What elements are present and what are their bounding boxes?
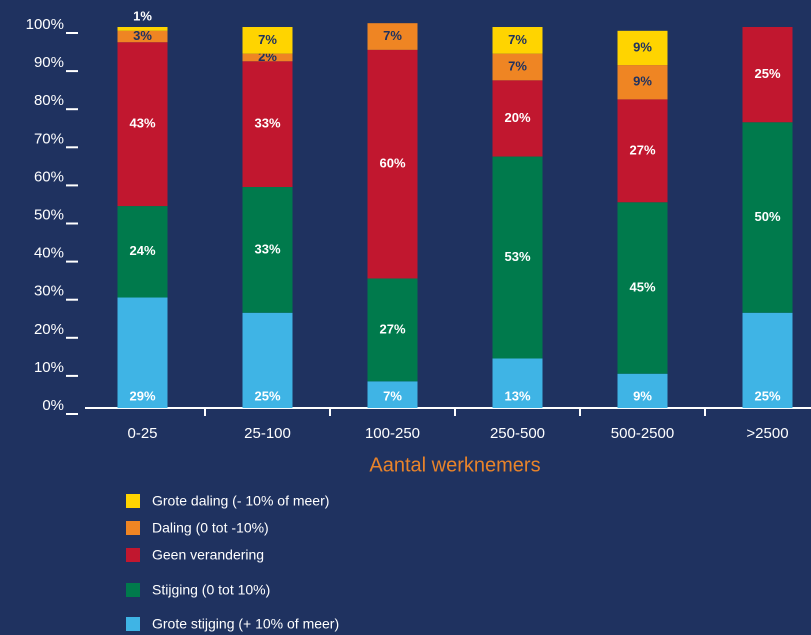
bar-segment [117, 42, 168, 207]
bar-segment [617, 99, 668, 203]
value-label: 7% [508, 58, 527, 73]
x-tick-label: 500-2500 [611, 425, 674, 442]
x-tick-label: 250-500 [490, 425, 545, 442]
legend-label: Grote daling (- 10% of meer) [152, 493, 329, 509]
value-label: 25% [754, 388, 780, 403]
value-label: 25% [254, 388, 280, 403]
value-label: 53% [504, 249, 530, 264]
value-label: 50% [754, 209, 780, 224]
bar-segment [742, 27, 793, 123]
bar-segment [242, 27, 293, 54]
x-tick-label: 0-25 [127, 425, 157, 442]
value-label: 9% [633, 388, 652, 403]
legend-swatch [126, 521, 140, 535]
value-label: 24% [129, 243, 155, 258]
value-label: 9% [633, 39, 652, 54]
bar-segment [492, 53, 543, 81]
y-tick-label: 50% [34, 206, 64, 223]
y-tick-label: 60% [34, 168, 64, 185]
y-tick-label: 40% [34, 245, 64, 262]
y-tick-label: 0% [42, 397, 64, 414]
value-label: 9% [633, 74, 652, 89]
value-label: 29% [129, 388, 155, 403]
bar-segment [242, 61, 293, 188]
value-label: 27% [629, 142, 655, 157]
x-tick-label: 25-100 [244, 425, 291, 442]
y-tick-label: 70% [34, 130, 64, 147]
bar-segment [617, 373, 668, 408]
bar-segment [617, 65, 668, 100]
bar-segment [242, 53, 293, 62]
value-label: 1% [133, 8, 152, 23]
bar-segment [492, 358, 543, 408]
value-label: 7% [383, 388, 402, 403]
value-label: 7% [508, 32, 527, 47]
value-label: 3% [133, 28, 152, 43]
x-tick-label: >2500 [746, 425, 788, 442]
bar-segment [117, 206, 168, 298]
value-label: 33% [254, 116, 280, 131]
legend-swatch [126, 548, 140, 562]
bar-segment [117, 27, 168, 31]
value-label: 60% [379, 156, 405, 171]
bar-segment [117, 30, 168, 43]
y-tick-label: 80% [34, 92, 64, 109]
value-label: 7% [383, 28, 402, 43]
value-label: 43% [129, 116, 155, 131]
value-label: 27% [379, 321, 405, 336]
legend-label: Stijging (0 tot 10%) [152, 582, 270, 598]
value-label: 7% [258, 32, 277, 47]
bar-segment [367, 49, 418, 279]
bar-segment [367, 23, 418, 50]
value-label: 13% [504, 388, 530, 403]
bar-segment [367, 381, 418, 408]
legend-swatch [126, 617, 140, 631]
bar-segment [492, 80, 543, 157]
bar-segment [617, 202, 668, 374]
y-tick-label: 20% [34, 321, 64, 338]
y-tick-label: 10% [34, 359, 64, 376]
legend-label: Geen verandering [152, 547, 264, 563]
value-label: 20% [504, 110, 530, 125]
y-tick-label: 100% [26, 16, 64, 33]
y-tick-label: 90% [34, 54, 64, 71]
y-tick-label: 30% [34, 283, 64, 300]
x-axis-title: Aantal werknemers [369, 454, 540, 476]
bar-segment [617, 30, 668, 66]
legend-swatch [126, 583, 140, 597]
value-label: 33% [254, 241, 280, 256]
bar-segment [492, 27, 543, 54]
bar-segment [242, 312, 293, 408]
legend-label: Grote stijging (+ 10% of meer) [152, 616, 339, 632]
legend-label: Daling (0 tot -10%) [152, 520, 269, 536]
bar-segment [117, 297, 168, 408]
bar-segment [367, 278, 418, 382]
value-label: 45% [629, 279, 655, 294]
x-tick-label: 100-250 [365, 425, 420, 442]
bar-segment [492, 156, 543, 359]
bar-segment [742, 312, 793, 408]
bar-segment [242, 187, 293, 313]
value-label: 25% [754, 66, 780, 81]
legend-swatch [126, 494, 140, 508]
bar-segment [742, 122, 793, 313]
